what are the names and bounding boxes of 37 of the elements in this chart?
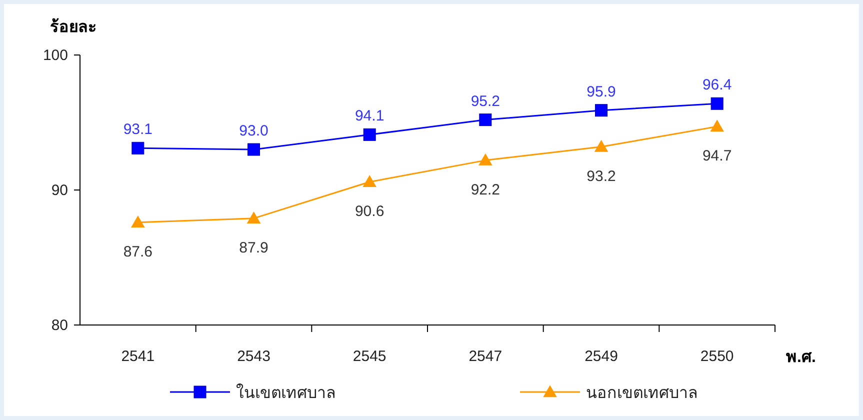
point (248, 143, 260, 156)
data-label: 92.2 (470, 181, 500, 198)
point (710, 120, 724, 132)
legend-label: นอกเขตเทศบาล (586, 385, 698, 402)
data-label: 87.9 (239, 239, 268, 256)
data-label: 94.7 (702, 148, 732, 165)
data-label: 93.0 (239, 122, 268, 140)
point (595, 104, 608, 117)
y-tick-label: 90 (51, 182, 68, 199)
point (362, 175, 376, 187)
point (479, 114, 492, 126)
data-label: 94.1 (354, 108, 384, 125)
point (478, 153, 492, 166)
y-axis-title: ร้อยละ (50, 18, 97, 36)
y-tick-label: 100 (42, 47, 68, 64)
x-tick-label: 2550 (700, 348, 734, 365)
point (594, 140, 608, 152)
x-axis-title: พ.ศ. (786, 349, 816, 366)
x-tick-label: 2547 (468, 348, 502, 365)
data-label: 87.6 (123, 243, 153, 260)
data-label: 96.4 (702, 76, 732, 94)
legend-label: ในเขตเทศบาล (236, 383, 336, 402)
data-label: 95.9 (586, 83, 616, 100)
x-tick-label: 2549 (584, 348, 618, 365)
y-tick-label: 80 (51, 317, 68, 334)
data-label: 90.6 (354, 202, 384, 220)
point (246, 211, 261, 224)
data-label: 95.2 (470, 92, 500, 110)
data-label: 93.1 (123, 121, 153, 138)
x-tick-label: 2545 (352, 348, 386, 365)
point (363, 128, 376, 141)
data-label: 93.2 (586, 168, 616, 185)
point (131, 216, 145, 228)
x-tick-label: 2541 (121, 348, 155, 365)
x-tick-label: 2543 (237, 348, 270, 365)
point (132, 142, 144, 154)
point (710, 97, 724, 110)
